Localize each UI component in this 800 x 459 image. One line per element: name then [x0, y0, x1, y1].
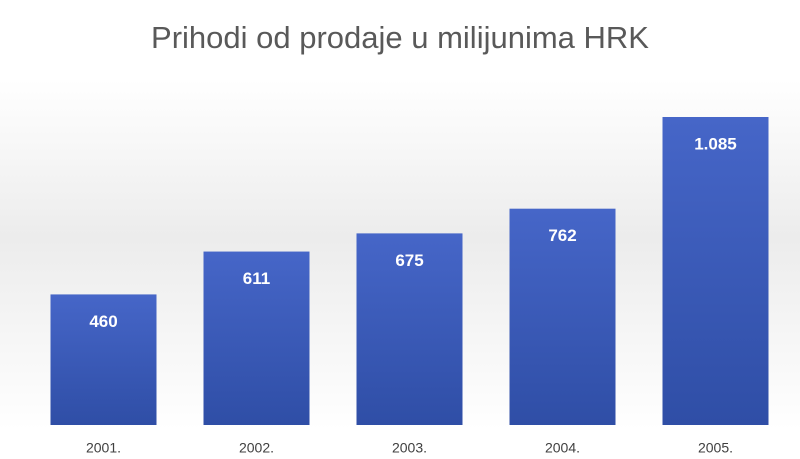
x-tick-label: 2001. [86, 440, 121, 456]
x-tick-label: 2004. [545, 440, 580, 456]
bar [356, 233, 463, 425]
data-label: 762 [548, 226, 576, 245]
bar [509, 208, 616, 425]
data-label: 1.085 [694, 134, 737, 153]
bar [662, 117, 769, 425]
data-label: 460 [89, 312, 117, 331]
x-tick-label: 2003. [392, 440, 427, 456]
bar [50, 294, 157, 425]
bar [203, 251, 310, 425]
x-tick-label: 2002. [239, 440, 274, 456]
chart-title: Prihodi od prodaje u milijunima HRK [151, 20, 649, 55]
x-tick-label: 2005. [698, 440, 733, 456]
data-label: 675 [395, 251, 423, 270]
data-label: 611 [243, 269, 270, 288]
